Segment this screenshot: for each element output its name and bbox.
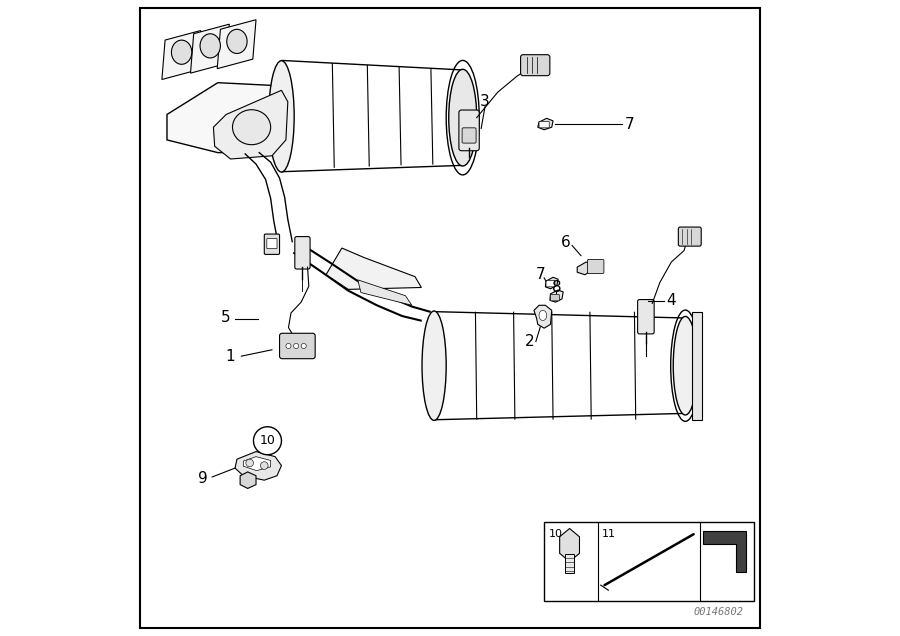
FancyBboxPatch shape xyxy=(280,333,315,359)
Circle shape xyxy=(254,427,282,455)
Polygon shape xyxy=(545,277,558,289)
FancyBboxPatch shape xyxy=(588,259,604,273)
Polygon shape xyxy=(240,472,256,488)
Text: 7: 7 xyxy=(625,116,634,132)
Ellipse shape xyxy=(232,109,271,144)
Bar xyxy=(565,554,574,573)
Ellipse shape xyxy=(227,29,248,53)
Text: 11: 11 xyxy=(602,529,616,539)
Circle shape xyxy=(260,462,268,469)
Polygon shape xyxy=(560,529,580,562)
Polygon shape xyxy=(235,452,282,480)
Polygon shape xyxy=(326,248,421,289)
FancyBboxPatch shape xyxy=(679,227,701,246)
Text: 4: 4 xyxy=(667,293,676,308)
FancyBboxPatch shape xyxy=(546,280,555,287)
FancyBboxPatch shape xyxy=(265,234,280,254)
Text: 1: 1 xyxy=(226,349,236,364)
Circle shape xyxy=(293,343,299,349)
Ellipse shape xyxy=(539,310,546,321)
Text: 5: 5 xyxy=(221,310,231,326)
Polygon shape xyxy=(243,457,271,471)
Text: 3: 3 xyxy=(480,94,490,109)
Ellipse shape xyxy=(269,61,294,172)
Polygon shape xyxy=(282,60,463,172)
Text: 10: 10 xyxy=(549,529,563,539)
Ellipse shape xyxy=(422,311,446,420)
Polygon shape xyxy=(167,83,284,153)
Text: 00146802: 00146802 xyxy=(694,607,743,617)
FancyBboxPatch shape xyxy=(266,238,277,249)
Polygon shape xyxy=(191,24,230,73)
Polygon shape xyxy=(358,280,412,305)
Text: 9: 9 xyxy=(198,471,208,486)
Polygon shape xyxy=(692,312,702,420)
Text: 10: 10 xyxy=(259,434,275,447)
Text: 6: 6 xyxy=(561,235,571,251)
FancyBboxPatch shape xyxy=(459,110,480,151)
Ellipse shape xyxy=(673,316,698,415)
FancyBboxPatch shape xyxy=(462,128,476,143)
Polygon shape xyxy=(703,531,746,572)
Polygon shape xyxy=(213,90,288,159)
Text: 8: 8 xyxy=(552,280,562,295)
FancyBboxPatch shape xyxy=(551,294,560,301)
Polygon shape xyxy=(434,312,685,420)
FancyBboxPatch shape xyxy=(295,237,310,269)
FancyBboxPatch shape xyxy=(520,55,550,76)
Bar xyxy=(544,522,754,601)
Polygon shape xyxy=(550,290,563,302)
Polygon shape xyxy=(162,31,201,80)
FancyBboxPatch shape xyxy=(637,300,654,334)
Text: 7: 7 xyxy=(536,267,545,282)
FancyBboxPatch shape xyxy=(539,121,549,128)
Polygon shape xyxy=(217,20,256,69)
Polygon shape xyxy=(534,305,552,328)
Circle shape xyxy=(302,343,306,349)
Polygon shape xyxy=(538,118,553,130)
Circle shape xyxy=(286,343,291,349)
Ellipse shape xyxy=(449,69,477,166)
Ellipse shape xyxy=(171,40,192,64)
Circle shape xyxy=(246,459,254,467)
Polygon shape xyxy=(577,262,592,275)
Ellipse shape xyxy=(200,34,220,58)
Text: 2: 2 xyxy=(525,334,535,349)
